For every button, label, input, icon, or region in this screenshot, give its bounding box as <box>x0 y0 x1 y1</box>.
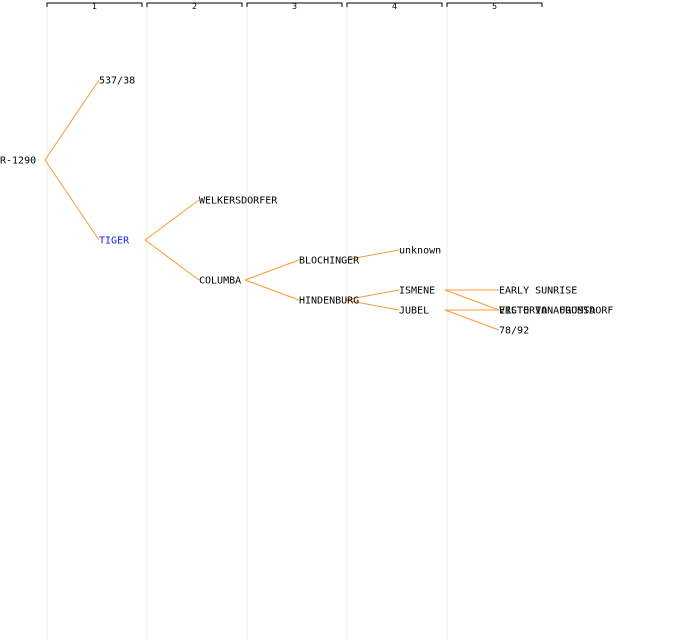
edge-hindenburg-to-jubel <box>344 299 400 311</box>
node-jubel: JUBEL <box>399 306 429 317</box>
column-label-2: 2 <box>192 2 197 11</box>
node-victoria-augusta: VICTORIA AUGUSTA <box>499 306 595 317</box>
node-welkersdorfer: WELKERSDORFER <box>199 196 278 207</box>
edge-blochinger-to-unknown <box>344 249 400 261</box>
column-label-3: 3 <box>292 2 297 11</box>
edge-columba-to-hindenburg <box>244 279 300 301</box>
column-bracket-1 <box>46 2 143 7</box>
tree-nodes: R-1290 537/38 TIGER WELKERSDORFER COLUMBA BLO… <box>0 76 613 337</box>
edge-hindenburg-to-ismene <box>344 289 400 301</box>
edge-tiger-to-welkersdorfer <box>144 199 200 241</box>
column-bracket-2 <box>146 2 243 7</box>
column-label-5: 5 <box>492 2 497 11</box>
node-columba: COLUMBA <box>199 276 241 287</box>
node-hindenburg: HINDENBURG <box>299 296 359 307</box>
column-label-4: 4 <box>392 2 397 11</box>
edge-jubel-to-78-92 <box>444 309 500 331</box>
node-tiger[interactable]: TIGER <box>99 236 130 247</box>
edge-r-1290-to-537-38 <box>44 79 100 161</box>
edge-ismene-to-erste-von-fromsdorf <box>444 289 500 311</box>
node-early-sunrise: EARLY SUNRISE <box>499 286 577 297</box>
node-erste-von-fromsdorf: ERSTE VON FROMSDORF <box>499 306 613 317</box>
edge-tiger-to-columba <box>144 239 200 281</box>
edge-r-1290-to-tiger <box>44 159 100 241</box>
column-headers: 1 2 3 4 5 <box>46 2 543 11</box>
node-blochinger: BLOCHINGER <box>299 256 360 267</box>
node-78-92: 78/92 <box>499 326 529 337</box>
node-unknown: unknown <box>399 246 441 257</box>
node-537-38: 537/38 <box>99 76 135 87</box>
node-r-1290: R-1290 <box>0 156 36 167</box>
column-guides <box>46 3 448 640</box>
edge-columba-to-blochinger <box>244 259 300 281</box>
column-bracket-5 <box>446 2 543 7</box>
column-bracket-3 <box>246 2 343 7</box>
tree-edges <box>44 79 500 331</box>
node-ismene: ISMENE <box>399 286 435 297</box>
column-bracket-4 <box>346 2 443 7</box>
column-label-1: 1 <box>92 2 97 11</box>
